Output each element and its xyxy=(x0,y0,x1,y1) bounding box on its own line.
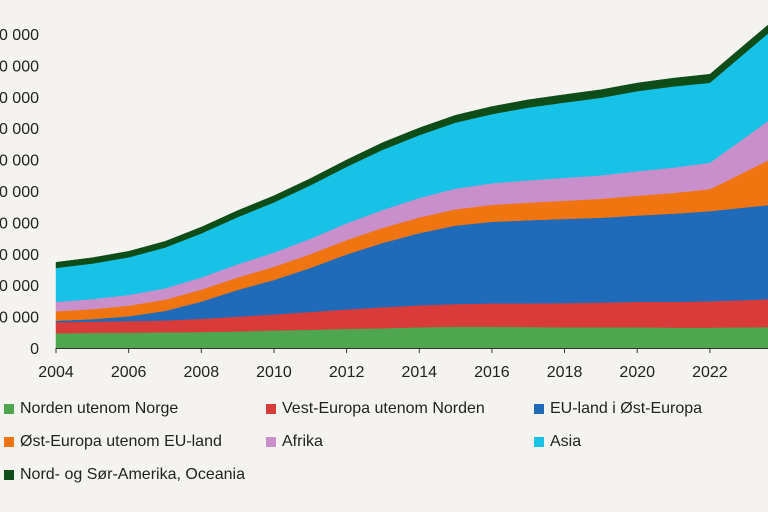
x-tick-label: 2018 xyxy=(547,364,583,381)
y-tick-label: 200 000 xyxy=(0,278,39,295)
y-tick-label: 900 000 xyxy=(0,58,39,75)
legend-label: EU-land i Øst-Europa xyxy=(550,399,703,417)
legend-label: Øst-Europa utenom EU-land xyxy=(20,432,222,450)
y-tick-label: 600 000 xyxy=(0,153,39,170)
x-tick-label: 2008 xyxy=(184,364,220,381)
legend-swatch xyxy=(4,403,14,414)
legend-label: Norden utenom Norge xyxy=(20,399,179,417)
y-tick-label: 500 000 xyxy=(0,184,39,201)
legend-label: Asia xyxy=(550,432,582,450)
x-tick-label: 2010 xyxy=(256,364,292,381)
y-tick-label: 700 000 xyxy=(0,121,39,138)
y-tick-label: 300 000 xyxy=(0,247,39,264)
legend: Norden utenom Norge Vest-Europa utenom No… xyxy=(4,398,768,485)
x-tick-label: 2012 xyxy=(329,364,365,381)
legend-item: EU-land i Øst-Europa xyxy=(534,398,764,419)
legend-item: Afrika xyxy=(266,431,534,452)
x-tick-label: 2020 xyxy=(619,364,655,381)
y-tick-label: 400 000 xyxy=(0,215,39,232)
x-tick-label: 2004 xyxy=(38,364,74,381)
x-tick-label: 2006 xyxy=(111,364,147,381)
legend-label: Afrika xyxy=(282,432,323,450)
legend-swatch xyxy=(4,469,14,480)
y-tick-label: 1 000 000 xyxy=(0,27,39,44)
y-tick-label: 800 000 xyxy=(0,90,39,107)
legend-item: Vest-Europa utenom Norden xyxy=(266,398,534,419)
area-series-7 xyxy=(55,24,768,269)
legend-label: Vest-Europa utenom Norden xyxy=(282,399,485,417)
x-tick-label: 2016 xyxy=(474,364,510,381)
legend-item: Asia xyxy=(534,431,764,452)
legend-swatch xyxy=(266,436,276,447)
legend-item: Øst-Europa utenom EU-land xyxy=(4,431,266,452)
stacked-area-plot: 2004 2006 2008 2010 2012 2014 2016 2018 2020 2022… xyxy=(0,24,768,381)
x-tick-label: 2022 xyxy=(692,364,728,381)
legend-label: Nord- og Sør-Amerika, Oceania xyxy=(20,465,245,483)
legend-item: Nord- og Sør-Amerika, Oceania xyxy=(4,464,266,485)
legend-swatch xyxy=(266,403,276,414)
legend-swatch xyxy=(534,436,544,447)
legend-swatch xyxy=(534,403,544,414)
legend-item: Norden utenom Norge xyxy=(4,398,266,419)
y-tick-label: 0 xyxy=(30,341,39,358)
y-tick-label: 100 000 xyxy=(0,310,39,327)
legend-swatch xyxy=(4,436,14,447)
x-tick-label: 2014 xyxy=(401,364,437,381)
